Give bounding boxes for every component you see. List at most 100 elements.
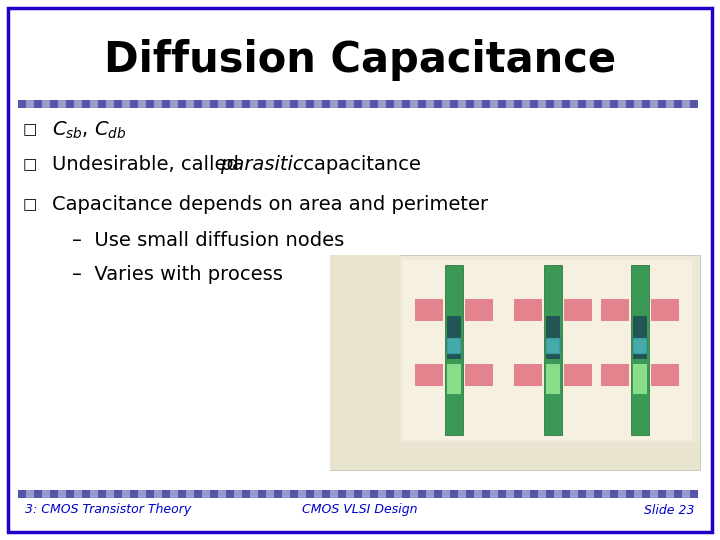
Bar [138, 100, 146, 108]
Text: Slide 23: Slide 23 [644, 503, 695, 516]
Bar [402, 100, 410, 108]
Bar [546, 316, 560, 359]
Bar [415, 299, 444, 321]
Bar [402, 260, 692, 440]
Bar [666, 100, 674, 108]
Bar [578, 100, 586, 108]
Bar [378, 490, 386, 498]
Bar [106, 100, 114, 108]
Bar [122, 100, 130, 108]
Bar [50, 100, 58, 108]
Bar [658, 100, 666, 108]
Bar [634, 490, 642, 498]
Bar [447, 338, 462, 354]
Bar [282, 100, 290, 108]
Bar [250, 490, 258, 498]
Bar [370, 490, 378, 498]
Bar [690, 490, 698, 498]
Bar [106, 490, 114, 498]
Bar [418, 490, 426, 498]
Bar [415, 363, 444, 386]
Bar [658, 490, 666, 498]
Bar [544, 265, 562, 435]
Bar [442, 100, 450, 108]
Bar [186, 490, 194, 498]
Bar [266, 490, 274, 498]
Bar [178, 100, 186, 108]
Bar [330, 442, 700, 470]
Bar [250, 100, 258, 108]
Text: –  Use small diffusion nodes: – Use small diffusion nodes [72, 231, 344, 249]
Bar [651, 363, 679, 386]
Bar [482, 490, 490, 498]
Bar [514, 363, 541, 386]
Bar [202, 100, 210, 108]
Bar [66, 490, 74, 498]
Bar [18, 490, 26, 498]
Bar [514, 100, 522, 108]
Bar [314, 490, 322, 498]
Bar [74, 100, 82, 108]
Bar [130, 100, 138, 108]
Bar [594, 490, 602, 498]
Bar [346, 490, 354, 498]
Bar [90, 490, 98, 498]
Bar [306, 100, 314, 108]
Bar [114, 490, 122, 498]
Bar [90, 100, 98, 108]
Bar [633, 338, 647, 354]
Bar [274, 490, 282, 498]
Bar [466, 100, 474, 108]
Bar [226, 100, 234, 108]
Bar [651, 299, 679, 321]
Text: Undesirable, called: Undesirable, called [52, 156, 245, 174]
Bar [306, 490, 314, 498]
Bar [610, 100, 618, 108]
Bar [170, 490, 178, 498]
Bar [58, 100, 66, 108]
Bar [290, 100, 298, 108]
Bar [498, 490, 506, 498]
Text: □: □ [23, 158, 37, 172]
Bar [146, 490, 154, 498]
Bar [633, 363, 647, 394]
Bar [194, 490, 202, 498]
Bar [426, 490, 434, 498]
Bar [674, 490, 682, 498]
Bar [458, 490, 466, 498]
Bar [458, 100, 466, 108]
Bar [538, 490, 546, 498]
Bar [130, 490, 138, 498]
Text: capacitance: capacitance [297, 156, 421, 174]
Bar [378, 100, 386, 108]
Bar [600, 363, 629, 386]
Bar [298, 100, 306, 108]
Text: CMOS VLSI Design: CMOS VLSI Design [302, 503, 418, 516]
Bar [50, 490, 58, 498]
Bar [666, 490, 674, 498]
Bar [258, 100, 266, 108]
Bar [314, 100, 322, 108]
Bar [322, 100, 330, 108]
Bar [506, 490, 514, 498]
Bar [298, 490, 306, 498]
Bar [338, 490, 346, 498]
Text: □: □ [23, 198, 37, 213]
Text: parasitic: parasitic [220, 156, 304, 174]
Bar [218, 100, 226, 108]
Bar [122, 490, 130, 498]
Bar [602, 490, 610, 498]
Bar [418, 100, 426, 108]
Bar [618, 100, 626, 108]
Bar [354, 490, 362, 498]
Bar [514, 299, 541, 321]
Bar [690, 100, 698, 108]
Bar [330, 100, 338, 108]
Bar [570, 100, 578, 108]
Bar [290, 490, 298, 498]
Bar [466, 490, 474, 498]
Bar [394, 490, 402, 498]
Bar [394, 100, 402, 108]
Bar [242, 100, 250, 108]
Bar [490, 490, 498, 498]
